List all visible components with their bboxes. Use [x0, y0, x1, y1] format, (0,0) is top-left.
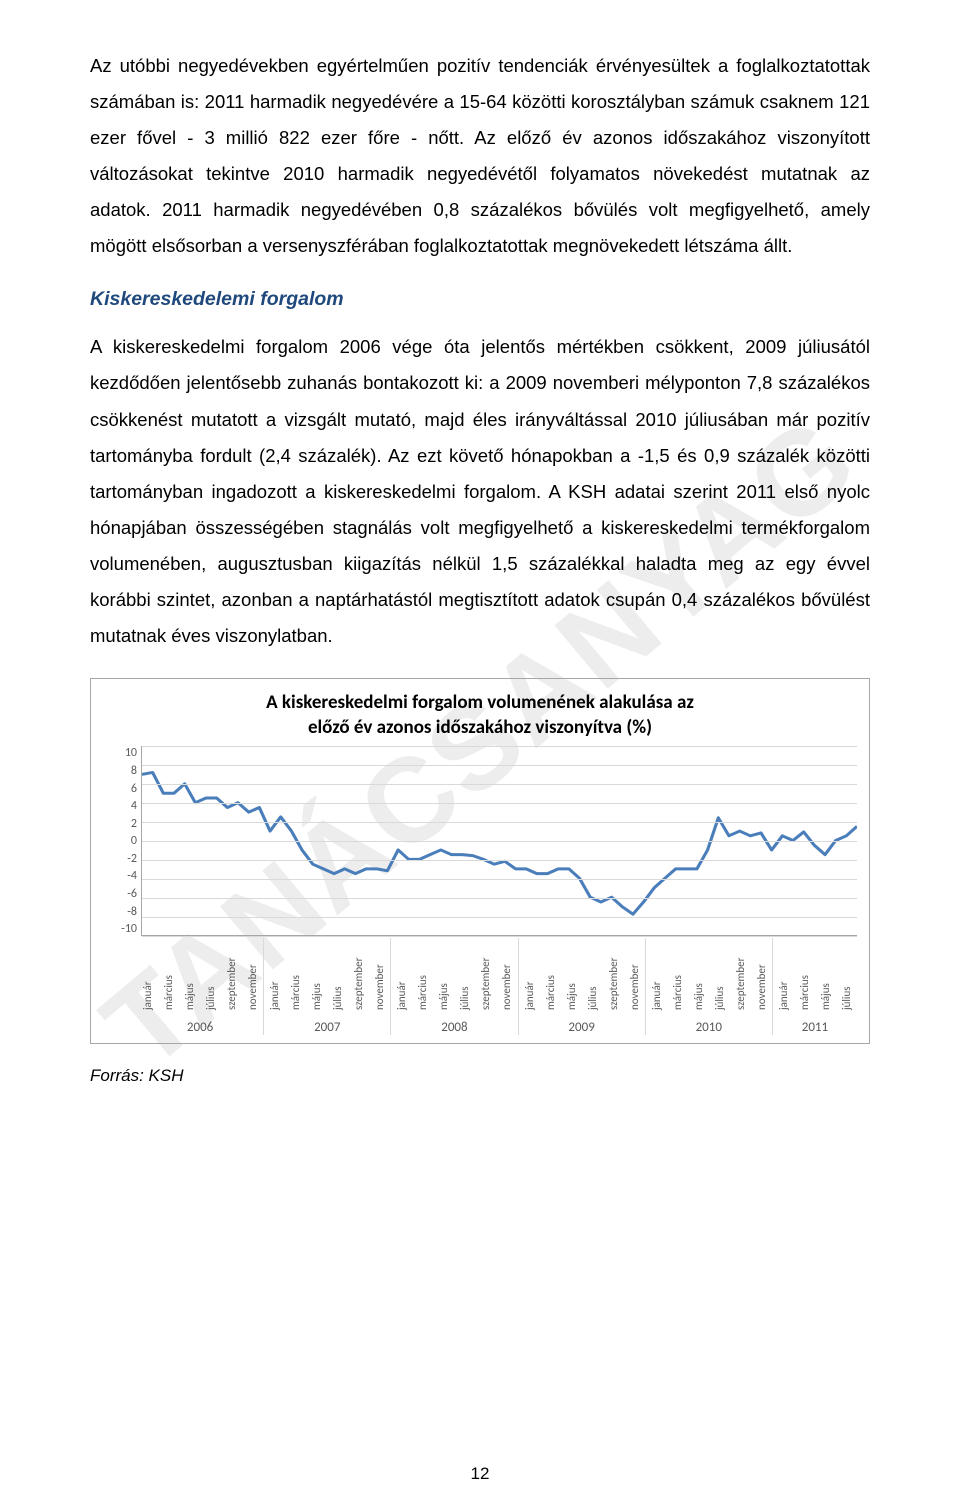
chart-x-month-label: július — [458, 938, 471, 1010]
chart-gridline — [142, 860, 857, 861]
chart-x-month-label: március — [544, 938, 557, 1010]
chart-x-month-label: július — [331, 938, 344, 1010]
chart-ytick: 10 — [125, 746, 137, 760]
chart-x-month-label: szeptember — [479, 938, 492, 1010]
chart-gridline — [142, 822, 857, 823]
chart-gridline — [142, 841, 857, 842]
chart-x-month-label: szeptember — [225, 938, 238, 1010]
chart-plot-area — [141, 746, 857, 936]
chart-ytick: -8 — [127, 905, 137, 919]
chart-x-month-label: július — [840, 938, 853, 1010]
chart-ytick: 4 — [131, 799, 137, 813]
chart-x-month-label: május — [437, 938, 450, 1010]
section-heading-kiskereskedelem: Kiskereskedelemi forgalom — [90, 288, 870, 311]
chart-x-month-label: január — [650, 938, 663, 1010]
chart-x-month-label: március — [671, 938, 684, 1010]
chart-x-month-label: november — [373, 938, 386, 1010]
chart-title-line1: A kiskereskedelmi forgalom volumenének a… — [266, 691, 694, 714]
chart-gridline — [142, 879, 857, 880]
paragraph-1: Az utóbbi negyedévekben egyértelműen poz… — [90, 48, 870, 264]
chart-x-year-group: január március május július szeptember novemb… — [263, 938, 390, 1035]
chart-x-axis: január március május július szeptember novemb… — [137, 938, 857, 1035]
chart-gridline — [142, 803, 857, 804]
chart-x-month-label: november — [246, 938, 259, 1010]
chart-y-axis: 10 8 6 4 2 0 -2 -4 -6 -8 -10 — [103, 746, 141, 936]
chart-x-month-label: július — [204, 938, 217, 1010]
chart-x-month-label: november — [500, 938, 513, 1010]
chart-x-month-label: szeptember — [352, 938, 365, 1010]
chart-gridline — [142, 784, 857, 785]
chart-x-month-label: május — [819, 938, 832, 1010]
chart-gridline — [142, 898, 857, 899]
chart-x-month-label: május — [692, 938, 705, 1010]
chart-x-month-label: szeptember — [734, 938, 747, 1010]
chart-gridline — [142, 765, 857, 766]
chart-x-year-group: január március május július szeptember novemb… — [518, 938, 645, 1035]
chart-x-year-label: 2006 — [137, 1020, 263, 1035]
chart-gridline — [142, 917, 857, 918]
chart-ytick: 0 — [131, 834, 137, 848]
chart-x-year-label: 2009 — [519, 1020, 645, 1035]
chart-x-month-label: március — [289, 938, 302, 1010]
chart-x-month-label: november — [755, 938, 768, 1010]
chart-x-month-label: január — [141, 938, 154, 1010]
paragraph-2: A kiskereskedelmi forgalom 2006 vége óta… — [90, 329, 870, 654]
chart-ytick: -10 — [121, 922, 137, 936]
chart-ytick: -4 — [127, 869, 137, 883]
chart-ytick: -6 — [127, 887, 137, 901]
page-number: 12 — [0, 1464, 960, 1484]
chart-x-year-label: 2008 — [391, 1020, 517, 1035]
chart-ytick: 8 — [131, 764, 137, 778]
chart-x-month-label: november — [628, 938, 641, 1010]
chart-x-month-label: március — [798, 938, 811, 1010]
chart-title-line2: előző év azonos időszakához viszonyítva … — [308, 716, 652, 739]
chart-title: A kiskereskedelmi forgalom volumenének a… — [103, 691, 857, 740]
chart-x-month-label: január — [777, 938, 790, 1010]
chart-x-year-label: 2010 — [646, 1020, 772, 1035]
chart-x-month-label: március — [162, 938, 175, 1010]
chart-ytick: 2 — [131, 817, 137, 831]
chart-x-year-label: 2011 — [773, 1020, 857, 1035]
chart-x-month-label: május — [310, 938, 323, 1010]
chart-x-month-label: szeptember — [607, 938, 620, 1010]
chart-x-month-label: május — [565, 938, 578, 1010]
chart-x-year-group: január március május július 2011 — [772, 938, 857, 1035]
chart-gridline — [142, 746, 857, 747]
chart-x-month-label: március — [416, 938, 429, 1010]
chart-x-month-label: január — [268, 938, 281, 1010]
retail-volume-chart: A kiskereskedelmi forgalom volumenének a… — [90, 678, 870, 1044]
chart-x-year-label: 2007 — [264, 1020, 390, 1035]
chart-ytick: 6 — [131, 782, 137, 796]
chart-x-month-label: január — [523, 938, 536, 1010]
chart-x-year-group: január március május július szeptember novemb… — [390, 938, 517, 1035]
chart-x-year-group: január március május július szeptember novemb… — [645, 938, 772, 1035]
chart-x-year-group: január március május július szeptember novemb… — [137, 938, 263, 1035]
chart-x-month-label: január — [395, 938, 408, 1010]
chart-x-month-label: július — [713, 938, 726, 1010]
chart-series-line — [142, 773, 857, 915]
chart-source: Forrás: KSH — [90, 1066, 870, 1086]
chart-ytick: -2 — [127, 852, 137, 866]
chart-x-month-label: július — [586, 938, 599, 1010]
chart-x-month-label: május — [183, 938, 196, 1010]
